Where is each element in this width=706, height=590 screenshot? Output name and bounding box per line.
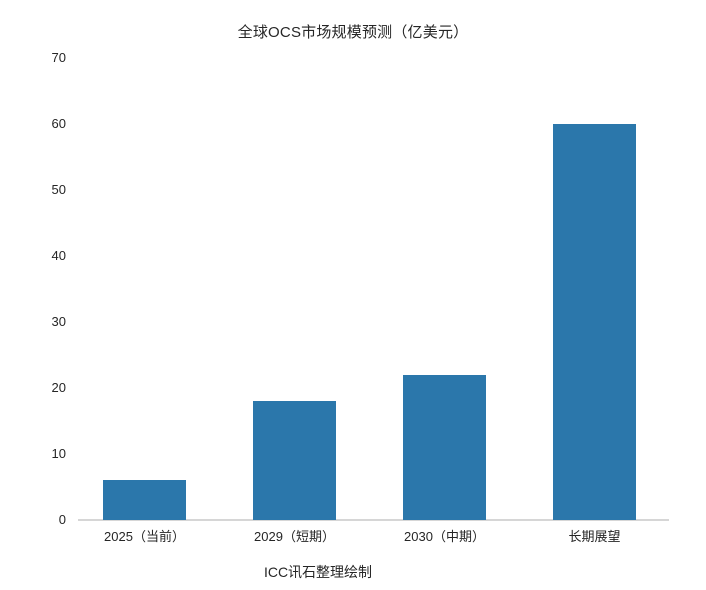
x-tick-label: 2029（短期） [254,529,335,544]
x-tick-label: 2025（当前） [104,529,185,544]
x-tick-label: 2030（中期） [404,529,485,544]
chart-footer: ICC讯石整理绘制 [263,564,373,580]
x-tick-label: 长期展望 [568,529,621,544]
y-tick-label: 40 [51,248,66,263]
bar [103,480,186,520]
y-tick-label: 20 [51,380,66,395]
bar [253,401,336,520]
chart-title: 全球OCS市场规模预测（亿美元） [237,24,469,41]
x-axis-line [78,519,669,521]
y-tick-label: 50 [51,182,66,197]
y-axis: 0 10 20 30 40 50 60 70 [0,50,66,527]
y-tick-label: 0 [58,512,66,527]
y-tick-label: 10 [51,446,66,461]
y-tick-label: 60 [51,116,66,131]
bar [403,374,486,520]
y-tick-label: 30 [51,314,66,329]
y-tick-label: 70 [51,50,66,65]
plot-area: 2025（当前） 2029（短期） 2030（中期） 长期展望 [78,58,669,544]
bar [553,124,636,520]
